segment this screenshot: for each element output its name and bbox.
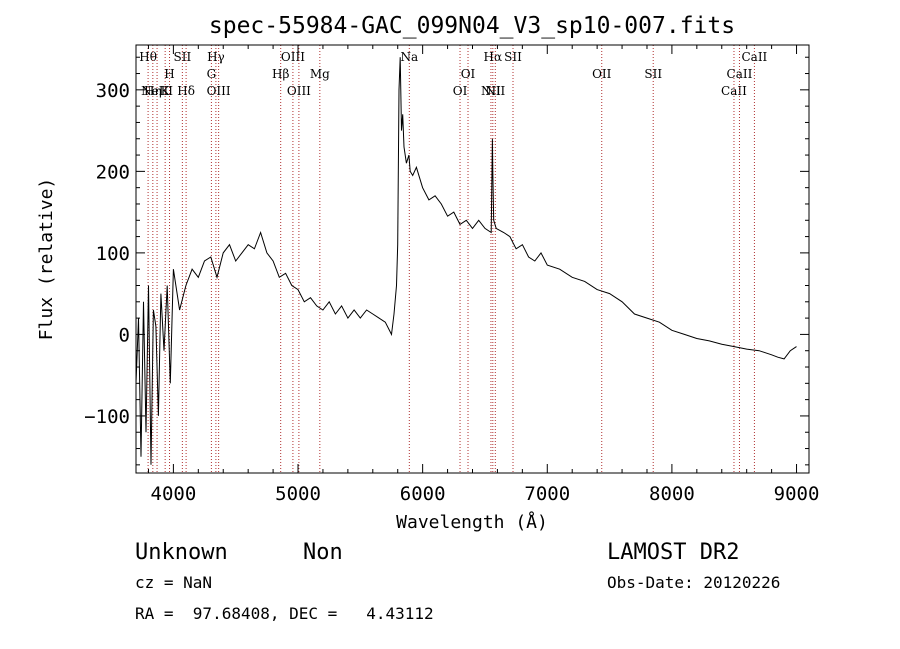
line-marker-label: Hδ	[177, 84, 195, 98]
line-marker-label: Hβ	[272, 67, 289, 81]
tick-layer: 4000 5000 6000 7000 8000 9000 −100 0 100 200 300	[84, 45, 819, 505]
line-marker-label: Mg	[310, 67, 330, 81]
chart-title: spec-55984-GAC_099N04_V3_sp10-007.fits	[209, 13, 735, 39]
line-marker-label: SII	[644, 67, 662, 81]
line-marker-label: CaII	[741, 50, 767, 64]
object-class: Unknown	[135, 540, 228, 565]
y-axis-label: Flux (relative)	[36, 178, 57, 341]
x-tick-label: 9000	[774, 483, 820, 505]
line-marker-label: SII	[504, 50, 522, 64]
object-subclass: Non	[303, 540, 343, 565]
line-marker-label: NII	[481, 84, 501, 98]
spectrum-series-line	[135, 57, 797, 465]
line-marker-label: Na	[400, 50, 418, 64]
y-tick-label: 0	[119, 324, 130, 346]
redshift-text: cz = NaN	[135, 573, 212, 592]
x-tick-label: 4000	[151, 483, 197, 505]
line-marker-label: Hγ	[207, 50, 225, 64]
survey-name: LAMOST DR2	[607, 540, 739, 565]
obs-date-text: Obs-Date: 20120226	[607, 573, 780, 592]
line-marker-label: NII	[485, 84, 505, 98]
line-marker-label: H	[164, 67, 174, 81]
line-marker-label: OII	[592, 67, 612, 81]
y-tick-label: −100	[84, 406, 130, 428]
line-marker-layer: HθHηNeIIIKHSIIHδGHγOIIIHβOIIIOIIIMgNaOIO…	[139, 45, 768, 473]
line-marker-label: CaII	[721, 84, 747, 98]
line-marker-label: OIII	[207, 84, 231, 98]
line-marker-label: OI	[461, 67, 476, 81]
line-marker-label: G	[207, 67, 217, 81]
line-marker-label: OIII	[287, 84, 311, 98]
coordinates-text: RA = 97.68408, DEC = 4.43112	[135, 604, 434, 623]
x-tick-label: 5000	[275, 483, 321, 505]
y-tick-label: 200	[96, 161, 130, 183]
x-axis-label: Wavelength (Å)	[396, 511, 548, 533]
line-marker-label: K	[161, 84, 171, 98]
y-tick-label: 300	[96, 80, 130, 102]
line-marker-label: OI	[453, 84, 468, 98]
plot-frame	[135, 44, 810, 474]
x-tick-label: 8000	[649, 483, 695, 505]
spectrum-layer	[135, 57, 797, 465]
x-tick-label: 7000	[524, 483, 570, 505]
x-tick-label: 6000	[400, 483, 446, 505]
line-marker-label: CaII	[727, 67, 753, 81]
line-marker-label: Hθ	[139, 50, 157, 64]
line-marker-label: Hα	[484, 50, 503, 64]
y-tick-label: 100	[96, 243, 130, 265]
line-marker-label: SII	[174, 50, 192, 64]
line-marker-label: OIII	[281, 50, 305, 64]
